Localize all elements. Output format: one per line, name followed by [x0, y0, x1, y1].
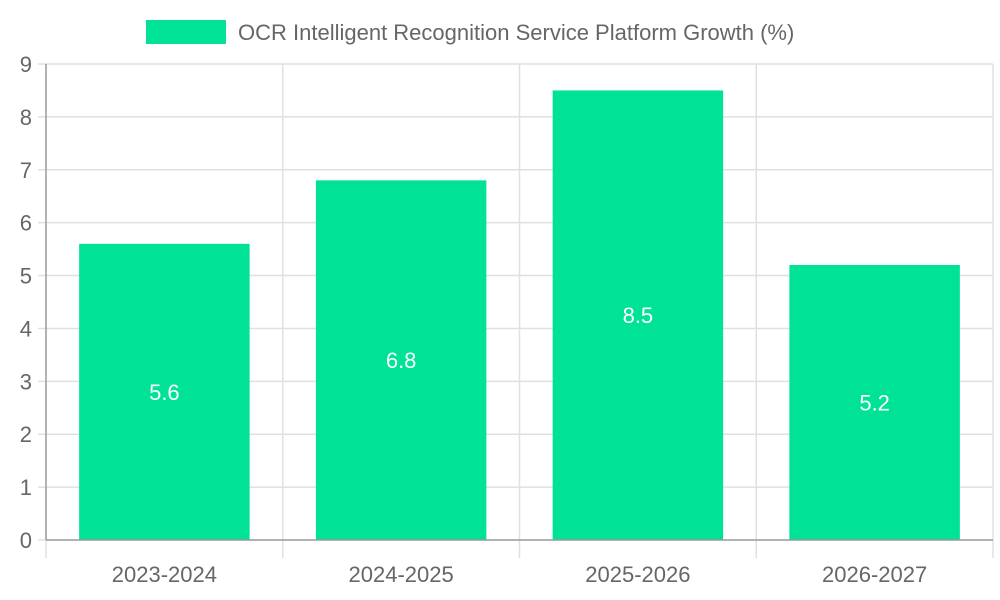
axes	[38, 63, 993, 541]
x-tick-label: 2023-2024	[112, 562, 217, 587]
y-tick-label: 0	[20, 528, 32, 553]
bar-value-label: 5.6	[149, 380, 180, 405]
bars	[79, 90, 960, 541]
legend: OCR Intelligent Recognition Service Plat…	[146, 20, 794, 45]
y-tick-label: 3	[20, 369, 32, 394]
y-tick-label: 1	[20, 475, 32, 500]
y-tick-label: 7	[20, 158, 32, 183]
y-tick-label: 6	[20, 211, 32, 236]
y-tick-label: 9	[20, 52, 32, 77]
x-tick-label: 2026-2027	[822, 562, 927, 587]
y-tick-label: 8	[20, 105, 32, 130]
x-tick-label: 2024-2025	[349, 562, 454, 587]
bar[interactable]	[552, 90, 724, 540]
bar[interactable]	[789, 264, 960, 540]
x-tick-label: 2025-2026	[585, 562, 690, 587]
y-tick-label: 4	[20, 316, 32, 341]
y-tick-label: 5	[20, 264, 32, 289]
bar[interactable]	[315, 180, 487, 540]
bar[interactable]	[79, 243, 250, 541]
bar-value-label: 6.8	[386, 348, 417, 373]
bar-value-label: 5.2	[859, 390, 890, 415]
bar-value-label: 8.5	[623, 303, 654, 328]
legend-swatch	[146, 20, 226, 44]
labels: 0 1 2 3 4 5 6 7 8 9 5.6 2023-2024 6.8 2024-2025 8.5 202…	[20, 52, 927, 587]
legend-label: OCR Intelligent Recognition Service Plat…	[238, 20, 794, 45]
y-tick-label: 2	[20, 422, 32, 447]
